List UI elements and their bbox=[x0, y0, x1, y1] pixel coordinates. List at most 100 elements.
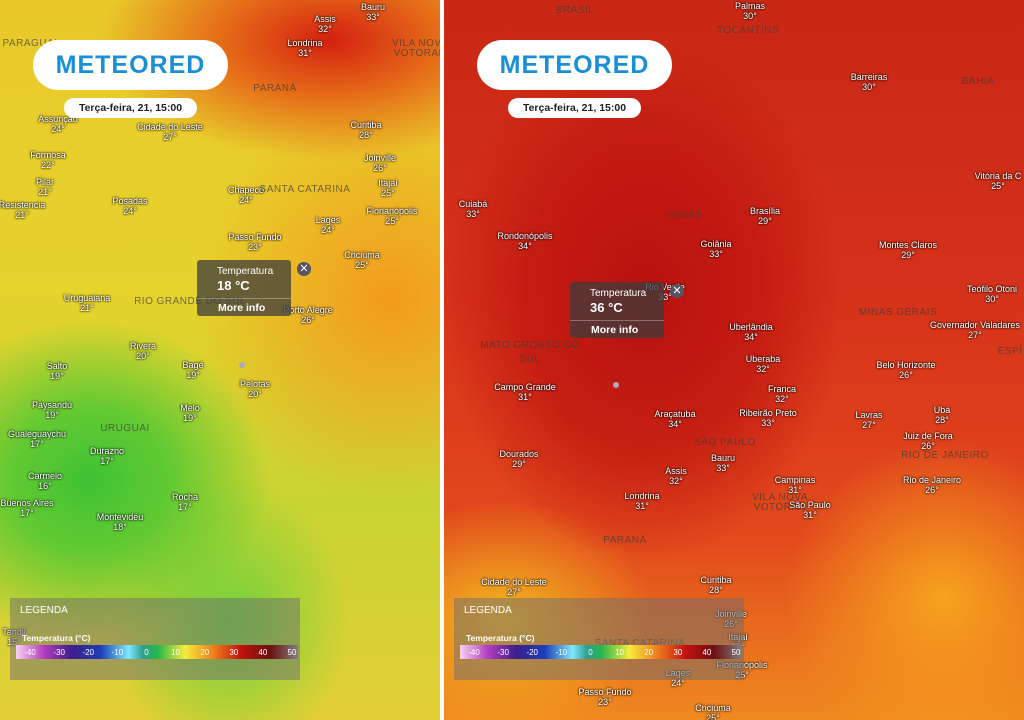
city-temp: 30° bbox=[985, 294, 999, 304]
city-temp: 24° bbox=[123, 206, 137, 216]
city-temp: 25° bbox=[381, 188, 395, 198]
tooltip-value: 36 °C bbox=[590, 300, 623, 315]
city-temp: 19° bbox=[183, 413, 197, 423]
date-pill[interactable]: Terça-feira, 21, 15:00 bbox=[508, 98, 641, 118]
more-info-link[interactable]: More info bbox=[197, 298, 291, 314]
city-temp: 33° bbox=[466, 209, 480, 219]
city-temp: 33° bbox=[366, 12, 380, 22]
scale-tick: 40 bbox=[258, 648, 268, 657]
city-temp: 27° bbox=[163, 132, 177, 142]
city-name: Rio de Janeiro bbox=[902, 475, 962, 485]
city-name: Rondonópolis bbox=[497, 231, 553, 241]
scale-tick: -40 bbox=[24, 648, 36, 657]
color-scale bbox=[16, 645, 298, 659]
city-label: Montevidéu 18° bbox=[97, 512, 144, 532]
city-temp: 32° bbox=[775, 394, 789, 404]
city-label: Bauru 33° bbox=[361, 2, 385, 22]
tooltip-value: 18 °C bbox=[217, 278, 250, 293]
city-temp: 29° bbox=[901, 250, 915, 260]
city-temp: 32° bbox=[669, 476, 683, 486]
scale-tick: -40 bbox=[468, 648, 480, 657]
city-name: Lages bbox=[315, 215, 341, 225]
scale-tick: -10 bbox=[111, 648, 124, 657]
scale-tick: 50 bbox=[731, 648, 741, 657]
region-label: SÃO PAULO bbox=[694, 437, 756, 448]
city-name: Pilar bbox=[35, 177, 55, 187]
city-name: Vitória da C bbox=[974, 171, 1022, 181]
city-name: Florianópolis bbox=[366, 206, 418, 216]
city-name: Montevidéu bbox=[96, 512, 144, 522]
legend: LEGENDA Temperatura (°C) -40 -30 -20 -10 0 10 20… bbox=[10, 598, 300, 680]
legend-subtitle: Temperatura (°C) bbox=[22, 633, 91, 643]
city-label: São Paulo 31° bbox=[789, 500, 831, 520]
city-temp: 28° bbox=[935, 415, 949, 425]
color-scale bbox=[460, 645, 742, 659]
city-label: Uruguaiana 21° bbox=[64, 293, 111, 313]
city-temp: 27° bbox=[862, 420, 876, 430]
city-temp: 33° bbox=[658, 292, 672, 302]
city-temp: 34° bbox=[744, 332, 758, 342]
city-name: Londrina bbox=[624, 491, 660, 501]
region-label: BRASIL bbox=[555, 5, 595, 16]
city-label: Formosa 22° bbox=[30, 150, 66, 170]
city-name: Governador Valadares bbox=[930, 320, 1020, 330]
city-temp: 25° bbox=[706, 713, 720, 720]
city-temp: 30° bbox=[862, 82, 876, 92]
city-name: Rocha bbox=[171, 492, 199, 502]
city-temp: 17° bbox=[178, 502, 192, 512]
tooltip: Temperatura 18 °C More info ✕ bbox=[197, 260, 311, 316]
scale-tick: 20 bbox=[200, 648, 210, 657]
city-temp: 27° bbox=[507, 587, 521, 597]
date-pill[interactable]: Terça-feira, 21, 15:00 bbox=[64, 98, 197, 118]
location-pin bbox=[613, 382, 619, 388]
scale-tick: 0 bbox=[588, 648, 593, 657]
city-temp: 31° bbox=[518, 392, 532, 402]
city-label: Assis 32° bbox=[314, 14, 336, 34]
more-info-link[interactable]: More info bbox=[570, 320, 664, 336]
scale-tick: 20 bbox=[644, 648, 654, 657]
region-label: PARANÁ bbox=[253, 83, 297, 94]
city-name: Bauru bbox=[710, 453, 736, 463]
city-label: Resistencia 21° bbox=[0, 200, 45, 220]
city-label: Belo Horizonte 26° bbox=[876, 360, 935, 380]
city-label: Passo Fundo 23° bbox=[228, 232, 281, 252]
city-name: Ubá bbox=[933, 405, 951, 415]
logo[interactable]: METEORED bbox=[33, 40, 228, 90]
city-temp: 31° bbox=[298, 48, 312, 58]
region-label: URUGUAI bbox=[100, 423, 150, 434]
city-name: Franca bbox=[767, 384, 797, 394]
city-label: Araçatuba 34° bbox=[654, 409, 695, 429]
city-label: Porto Alegre 26° bbox=[283, 305, 333, 325]
city-temp: 32° bbox=[318, 24, 332, 34]
city-label: Barreiras 30° bbox=[851, 72, 888, 92]
city-label: Carmelo 16° bbox=[28, 471, 62, 491]
city-temp: 21° bbox=[80, 303, 94, 313]
legend-title: LEGENDA bbox=[464, 605, 512, 616]
map-panel: BRASIL Palmas 30° TOCANTINS BAHIA Barreiras 30… bbox=[444, 0, 1024, 720]
city-label: Rivera 20° bbox=[130, 341, 156, 361]
city-label: Palmas 30° bbox=[735, 1, 765, 21]
close-button[interactable]: ✕ bbox=[297, 262, 311, 276]
city-name: Melo bbox=[180, 403, 200, 413]
city-name: Chapecó bbox=[227, 185, 265, 195]
city-temp: 19° bbox=[186, 370, 200, 380]
city-label: Passo Fundo 23° bbox=[578, 687, 631, 707]
city-label: Vitória da C 25° bbox=[975, 171, 1022, 191]
city-name: Brasília bbox=[749, 206, 781, 216]
city-label: Pelotas 20° bbox=[240, 379, 270, 399]
divider bbox=[440, 0, 444, 720]
city-name: Uberlândia bbox=[729, 322, 773, 332]
close-button[interactable]: ✕ bbox=[670, 284, 684, 298]
city-temp: 33° bbox=[716, 463, 730, 473]
city-name: Rio Verde bbox=[645, 282, 685, 292]
region-label: VOTORAN bbox=[753, 502, 807, 513]
city-name: São Paulo bbox=[789, 500, 831, 510]
city-temp: 26° bbox=[373, 163, 387, 173]
region-label: SUL bbox=[519, 354, 541, 365]
logo[interactable]: METEORED bbox=[477, 40, 672, 90]
city-temp: 34° bbox=[668, 419, 682, 429]
tooltip-title: Temperatura bbox=[217, 266, 274, 277]
city-label: Melo 19° bbox=[180, 403, 200, 423]
city-label: Bauru 33° bbox=[711, 453, 735, 473]
